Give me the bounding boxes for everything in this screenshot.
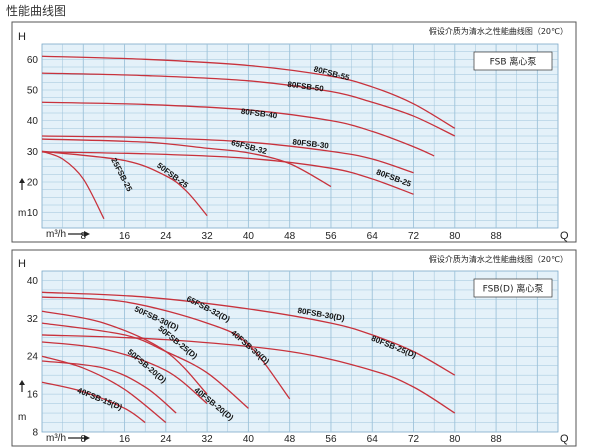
chart1-xtick-label: 32 xyxy=(202,231,214,242)
chart2-x-arrow-head xyxy=(84,435,90,441)
chart1-note: 假设介质为清水之性能曲线图（20℃） xyxy=(429,26,568,36)
chart2-xtick-label: 8 xyxy=(80,434,86,445)
chart1-xunit: m³/h xyxy=(46,229,66,240)
chart2-xtick-label: 16 xyxy=(119,434,131,445)
chart1-xtick-label: 56 xyxy=(325,231,337,242)
chart2-xtick-label: 40 xyxy=(243,434,255,445)
chart1-yunit: m xyxy=(18,208,26,219)
chart1-xtick-label: 72 xyxy=(408,231,420,242)
chart2-curve-65FSB-32(D) xyxy=(41,296,291,400)
chart1-curve-80FSB-55 xyxy=(41,55,456,129)
chart1-ytick-label: 60 xyxy=(27,55,39,66)
chart1-curve-80FSB-30 xyxy=(41,135,414,174)
chart2-ytick-label: 40 xyxy=(27,276,39,287)
chart1-x-arrow-head xyxy=(84,231,90,237)
chart1-y-arrow-head xyxy=(19,178,25,183)
chart1-xtick-label: 80 xyxy=(449,231,461,242)
chart2-yunit: m xyxy=(18,412,26,423)
chart2-xtick-label: 56 xyxy=(325,434,337,445)
chart2-xtick-label: 80 xyxy=(449,434,461,445)
chart1-ytick-label: 40 xyxy=(27,116,39,127)
page-title: 性能曲线图 xyxy=(6,4,67,18)
chart2-ytick-label: 16 xyxy=(27,390,39,401)
chart2-curve-40FSB-30(D) xyxy=(41,322,249,409)
chart2-curve-40FSB-15(D) xyxy=(41,381,146,424)
chart1-curve-65FSB-32 xyxy=(41,138,332,188)
chart1-curve-80FSB-50 xyxy=(41,72,456,137)
chart1-xtick-label: 64 xyxy=(367,231,379,242)
chart2-xlabel: Q xyxy=(560,433,569,445)
chart1-curve-80FSB-25 xyxy=(41,151,414,195)
chart1-ytick-label: 30 xyxy=(27,147,39,158)
chart1-frame xyxy=(11,21,577,243)
chart2-xtick-label: 64 xyxy=(367,434,379,445)
chart2-xtick-label: 88 xyxy=(491,434,503,445)
chart1-curve-80FSB-40 xyxy=(41,101,435,157)
chart1-curve-50FSB-25 xyxy=(41,150,208,217)
chart1-curve-25FSB-25 xyxy=(41,150,105,220)
chart2-xtick-label: 32 xyxy=(202,434,214,445)
chart2-legend-box xyxy=(473,278,553,298)
chart2-curve-50FSB-25(D) xyxy=(41,341,208,405)
chart1-ylabel: H xyxy=(18,31,26,43)
chart2-frame xyxy=(11,249,577,447)
chart2-curve-80FSB-30(D) xyxy=(41,291,456,376)
chart1-ytick-label: 50 xyxy=(27,86,39,97)
chart2-ytick-label: 8 xyxy=(32,428,38,439)
chart1-xtick-label: 8 xyxy=(80,231,86,242)
chart2-xtick-label: 72 xyxy=(408,434,420,445)
chart2-legend-text: FSB(D) 离心泵 xyxy=(483,283,544,295)
chart2-ytick-label: 32 xyxy=(27,314,39,325)
chart1-legend-box xyxy=(473,51,553,71)
chart1-ytick-label: 10 xyxy=(27,208,39,219)
chart2-y-arrow-head xyxy=(19,380,25,385)
chart1-xtick-label: 24 xyxy=(160,231,172,242)
chart2-note: 假设介质为清水之性能曲线图（20℃） xyxy=(429,254,568,264)
chart1-legend-text: FSB 离心泵 xyxy=(490,56,537,68)
chart2-curve-50FSB-30(D) xyxy=(41,310,208,395)
chart1-xtick-label: 40 xyxy=(243,231,255,242)
chart2-ytick-label: 24 xyxy=(27,352,39,363)
chart1-xtick-label: 48 xyxy=(284,231,296,242)
chart1-ytick-label: 20 xyxy=(27,178,39,189)
chart2-curve-40FSB-20(D) xyxy=(41,355,167,424)
chart2-plot-area xyxy=(41,270,559,433)
chart1-xtick-label: 88 xyxy=(491,231,503,242)
chart1-xtick-label: 16 xyxy=(119,231,131,242)
chart2-xtick-label: 24 xyxy=(160,434,172,445)
chart2-xunit: m³/h xyxy=(46,433,66,444)
chart1-curve-label: 80FSB-30 xyxy=(292,137,330,150)
chart1-xlabel: Q xyxy=(560,230,569,242)
chart2-ylabel: H xyxy=(18,258,26,270)
chart2-curve-80FSB-25(D) xyxy=(41,334,456,414)
chart2-xtick-label: 48 xyxy=(284,434,296,445)
